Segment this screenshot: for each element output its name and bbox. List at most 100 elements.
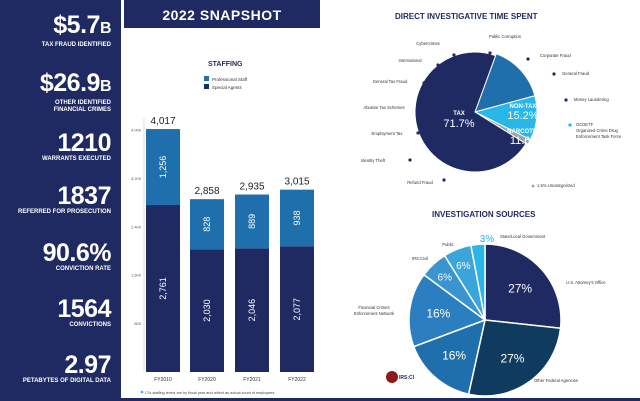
slice-name-label: NON-TAX: [510, 104, 537, 110]
stat-value: $5.7: [53, 11, 100, 39]
bar-segment: [235, 194, 269, 249]
y-tick-label: 1,600: [131, 273, 142, 278]
annotation-label: Employment Tax: [372, 131, 404, 136]
annotation-dot: [416, 105, 420, 109]
annotation-label: Abusive Tax Schemes: [363, 105, 404, 110]
slice-name-label: NARCOTICS: [507, 129, 543, 135]
stat-label: TAX FRAUD IDENTIFIED: [41, 42, 111, 48]
stat-other-financial: $26.9B OTHER IDENTIFIED FINANCIAL CRIMES: [39, 69, 112, 114]
donut-value-label: 27%: [508, 282, 532, 296]
stat-suffix: B: [99, 20, 112, 37]
stat-suffix: B: [99, 78, 112, 95]
donut-slice: [412, 318, 487, 396]
stat-referred: 1837 REFERRED FOR PROSECUTION: [18, 182, 112, 216]
legend-swatch: [204, 76, 209, 81]
annotation-label: Refund Fraud: [407, 180, 433, 185]
donut-value-label: 16%: [426, 306, 450, 320]
donut-category-label: Other Federal Agencies: [534, 378, 578, 383]
annotation-label: Public Corruption: [489, 34, 522, 39]
annotation-label: Cybercrimes: [416, 41, 440, 46]
annotation-dot: [531, 184, 535, 188]
stats-sidebar: $5.7B TAX FRAUD IDENTIFIED $26.9B OTHER …: [0, 0, 121, 401]
bar-segment: [146, 129, 180, 206]
annotation-dot: [408, 158, 412, 162]
annotation-dot: [564, 98, 568, 102]
annotation-dot: [436, 63, 440, 67]
bar-segment-label: 2,046: [247, 299, 257, 322]
stat-warrants: 1210 WARRANTS EXECUTED: [42, 129, 112, 163]
sources-donut: 27% 27% 16% 16% 6%6% 3% U.S. Attorney's Office…: [354, 234, 606, 397]
stat-conviction-rate: 90.6% CONVICTION RATE: [43, 240, 112, 273]
slice-value-label: 71.7%: [443, 118, 474, 130]
bar-segment: [280, 246, 314, 372]
annotation-dot: [526, 57, 530, 61]
bar-segment: [235, 248, 269, 372]
bar-segment-label: 828: [202, 217, 212, 232]
pie-title: DIRECT INVESTIGATIVE TIME SPENT: [395, 12, 538, 21]
sources-title: INVESTIGATION SOURCES: [432, 210, 536, 219]
stat-value: $26.9: [39, 69, 101, 97]
bar-segment-label: 2,077: [292, 298, 302, 321]
footnote-bullet: [140, 390, 144, 394]
x-tick-label: FY2021: [243, 377, 261, 383]
annotation-dot: [552, 72, 556, 76]
bar-total-label: 3,015: [284, 177, 309, 188]
bar-segment: [190, 249, 224, 372]
annotation-label: Corporate Fraud: [540, 53, 571, 58]
donut-value-label: 6%: [438, 272, 453, 283]
x-tick-label: FY2010: [154, 377, 172, 383]
stat-label: CONVICTIONS: [69, 322, 111, 328]
x-tick-label: FY2020: [198, 377, 216, 383]
bar-segment-label: 2,030: [202, 299, 212, 322]
donut-value-label: 27%: [500, 351, 524, 365]
donut-slice: [470, 243, 486, 321]
stat-value: 1837: [57, 182, 111, 210]
bar-total-label: 2,935: [239, 182, 264, 193]
annotation-label: Identity Theft: [361, 158, 386, 163]
y-tick-label: 800: [134, 321, 141, 326]
legend-swatch: [204, 84, 209, 89]
stat-value: 2.97: [64, 351, 111, 379]
annotation-label: International: [398, 58, 421, 63]
annotation-dot: [488, 51, 492, 55]
irsci-logo-icon: [386, 371, 398, 383]
slice-name-label: TAX: [453, 111, 465, 117]
y-tick-label: 2,400: [131, 224, 142, 229]
donut-category-label: Financial Crimes: [358, 305, 389, 310]
donut-category-label: Enforcement Network: [354, 311, 395, 316]
stat-label: CONVICTION RATE: [55, 266, 111, 272]
bar-segment: [146, 205, 180, 372]
stat-convictions: 1564 CONVICTIONS: [57, 296, 111, 329]
stat-value: 1210: [57, 129, 111, 157]
bar-segment: [280, 189, 314, 247]
bar-segment-label: 889: [247, 214, 257, 229]
bar-segment-label: 2,761: [158, 277, 168, 300]
annotation-dot: [452, 53, 456, 57]
bar-total-label: 4,017: [150, 116, 175, 127]
staffing-chart: STAFFING Professional Staff Special Agents…: [131, 61, 314, 395]
slice-value-label: 15.2%: [507, 110, 538, 122]
chart-title: STAFFING: [208, 61, 243, 68]
legend-label: Professional Staff: [212, 77, 248, 82]
donut-category-label: Public: [442, 242, 453, 247]
annotation-label: General Tax Fraud: [373, 79, 408, 84]
stat-label: OTHER IDENTIFIED: [54, 100, 111, 106]
annotation-dot: [422, 81, 426, 85]
donut-value-label: 16%: [442, 349, 466, 363]
annotation-dot: [568, 123, 572, 127]
donut-category-label: U.S. Attorney's Office: [566, 280, 606, 285]
stat-label: FINANCIAL CRIMES: [53, 107, 111, 113]
annotation-dot: [442, 178, 446, 182]
bar-segment-label: 1,256: [158, 156, 168, 179]
donut-category-label: State/Local Government: [500, 234, 546, 239]
y-tick-label: 4,000: [131, 128, 142, 133]
annotation-dot: [416, 131, 420, 135]
donut-slice: [484, 243, 562, 330]
footnote-text: CI's staffing levels are by fiscal year …: [145, 391, 274, 395]
bottom-stripe: [0, 398, 640, 401]
donut-slice: [408, 273, 487, 348]
annotation-label: General Fraud: [562, 71, 590, 76]
stat-petabytes: 2.97 PETABYTES OF DIGITAL DATA: [23, 351, 112, 385]
annotation-label: OCDETF: [576, 122, 594, 127]
